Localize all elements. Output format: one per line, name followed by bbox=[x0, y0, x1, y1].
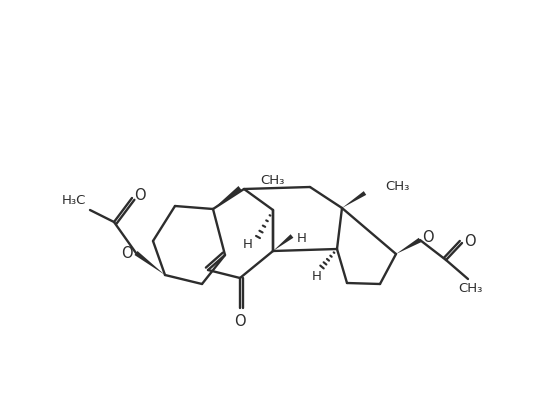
Text: H: H bbox=[243, 239, 253, 251]
Text: H: H bbox=[312, 271, 322, 284]
Text: H₃C: H₃C bbox=[62, 194, 86, 207]
Text: CH₃: CH₃ bbox=[385, 180, 409, 194]
Text: O: O bbox=[134, 188, 146, 203]
Text: CH₃: CH₃ bbox=[260, 174, 284, 188]
Polygon shape bbox=[135, 251, 165, 275]
Text: CH₃: CH₃ bbox=[458, 282, 482, 296]
Text: O: O bbox=[422, 231, 434, 245]
Polygon shape bbox=[396, 238, 421, 254]
Text: O: O bbox=[464, 233, 476, 249]
Polygon shape bbox=[342, 191, 366, 208]
Text: O: O bbox=[121, 245, 133, 261]
Polygon shape bbox=[213, 186, 241, 209]
Text: O: O bbox=[234, 314, 246, 328]
Text: H: H bbox=[297, 231, 307, 245]
Polygon shape bbox=[273, 234, 293, 251]
